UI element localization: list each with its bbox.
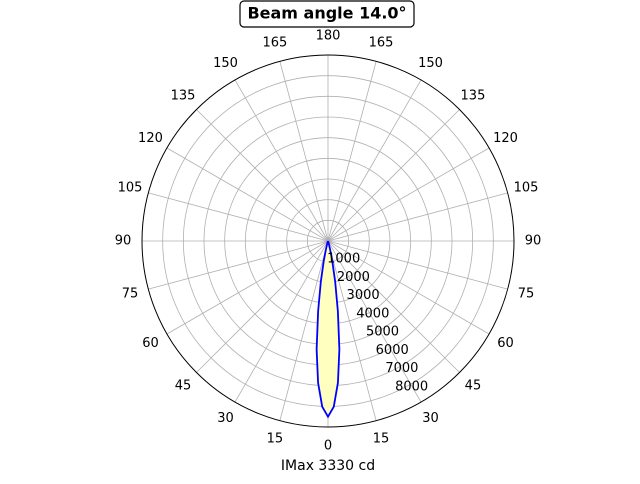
beam-fill [316, 241, 340, 417]
theta-tick-label: 90 [115, 234, 132, 249]
theta-tick-label: 105 [118, 180, 143, 195]
theta-tick-label: 45 [175, 378, 192, 393]
theta-tick-label: 0 [324, 439, 332, 454]
grid-line [327, 147, 490, 242]
theta-tick-label: 90 [525, 234, 542, 249]
theta-tick-label: 135 [461, 89, 486, 104]
theta-tick-label: 45 [465, 378, 482, 393]
theta-tick-label: 60 [142, 336, 159, 351]
theta-tick-label: 30 [422, 411, 439, 426]
grid-line [327, 240, 490, 335]
grid-line [148, 240, 329, 290]
theta-tick-label: 15 [373, 432, 390, 447]
grid-line [166, 240, 329, 335]
r-tick-label: 6000 [376, 343, 409, 358]
grid-line [327, 192, 508, 242]
grid-line [148, 192, 329, 242]
theta-tick-label: 30 [217, 411, 234, 426]
theta-tick-label: 60 [497, 336, 514, 351]
grid-line [327, 109, 460, 242]
r-tick-label: 8000 [395, 379, 428, 394]
theta-tick-label: 150 [418, 56, 443, 71]
grid-line [327, 240, 460, 373]
theta-tick-label: 165 [369, 35, 394, 50]
theta-tick-label: 105 [514, 180, 539, 195]
grid-line [166, 147, 329, 242]
grid-line [327, 240, 508, 290]
theta-tick-label: 150 [213, 56, 238, 71]
grid-line [234, 79, 329, 242]
chart-title: Beam angle 14.0° [247, 4, 406, 23]
grid-line [327, 61, 377, 242]
grid-line [279, 61, 329, 242]
grid-line [196, 240, 329, 373]
r-tick-label: 7000 [385, 361, 418, 376]
r-tick-label: 3000 [347, 288, 380, 303]
grid-line [327, 79, 422, 242]
theta-tick-label: 165 [263, 35, 288, 50]
theta-tick-label: 120 [493, 131, 518, 146]
grid-line [196, 109, 329, 242]
theta-tick-label: 75 [122, 287, 139, 302]
outer-frame [141, 54, 515, 428]
grid-line [279, 240, 329, 421]
theta-tick-label: 135 [171, 89, 196, 104]
theta-tick-label: 120 [138, 131, 163, 146]
beam-line [315, 240, 341, 419]
grid-line [234, 240, 329, 403]
r-tick-label: 4000 [356, 306, 389, 321]
theta-tick-label: 75 [518, 287, 535, 302]
theta-tick-label: 180 [316, 29, 341, 44]
r-tick-label: 1000 [327, 252, 360, 267]
grid-line [327, 240, 377, 421]
title-box [239, 0, 415, 28]
r-tick-label: 5000 [366, 325, 399, 340]
grid-line [327, 240, 422, 403]
x-axis-label: IMax 3330 cd [281, 458, 375, 474]
theta-tick-label: 15 [267, 432, 284, 447]
r-tick-label: 2000 [337, 270, 370, 285]
